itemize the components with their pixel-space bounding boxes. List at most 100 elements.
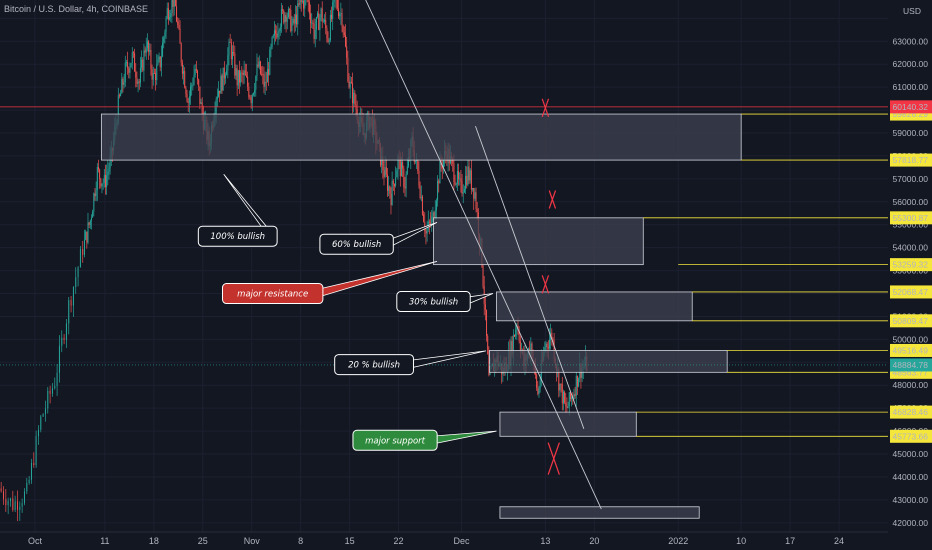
- zone-4[interactable]: [489, 350, 728, 373]
- y-tick-label: 42000.00: [893, 518, 929, 528]
- candle-body: [180, 43, 182, 63]
- candle-body: [79, 249, 81, 268]
- candle-body: [463, 189, 465, 193]
- candle-body: [241, 72, 243, 74]
- candle-body: [467, 166, 469, 185]
- candle-body: [218, 90, 220, 97]
- candle-body: [298, 3, 300, 5]
- candle-body: [173, 0, 175, 7]
- zone-3[interactable]: [496, 291, 693, 322]
- candle-body: [512, 335, 514, 355]
- candle-body: [150, 50, 152, 70]
- notes[interactable]: 100% bullish 60% bullish major resistance 3…: [197, 174, 497, 451]
- candle-body: [474, 192, 476, 199]
- x-mark[interactable]: [541, 98, 550, 117]
- zone-5[interactable]: [499, 411, 637, 437]
- candle-body: [127, 61, 129, 69]
- x-marks[interactable]: [541, 98, 560, 475]
- candle-body: [156, 64, 158, 81]
- candle-body: [273, 30, 275, 36]
- candle-body: [551, 332, 553, 340]
- x-mark[interactable]: [548, 190, 557, 209]
- candle-body: [197, 70, 199, 80]
- y-tick-label: 63000.00: [893, 36, 929, 46]
- candle-body: [469, 170, 471, 181]
- candle-body: [399, 157, 401, 177]
- note-text: major resistance: [237, 290, 308, 300]
- candle-body: [177, 21, 179, 25]
- candle-body: [332, 2, 334, 19]
- candle-body: [292, 18, 294, 24]
- candle-body: [383, 170, 385, 177]
- candle-body: [460, 178, 462, 182]
- candle-body: [346, 46, 348, 58]
- candle-body: [223, 67, 225, 79]
- candle-body: [279, 26, 281, 31]
- note-dark[interactable]: 60% bullish: [319, 222, 438, 255]
- x-tick-label: Oct: [28, 536, 43, 546]
- candle-body: [442, 159, 444, 169]
- note-dark[interactable]: 30% bullish: [396, 291, 494, 313]
- x-tick-label: 2022: [668, 536, 688, 546]
- candle-body: [470, 170, 472, 190]
- candle-body: [184, 71, 186, 88]
- candle-body: [142, 59, 144, 71]
- candle-body: [251, 94, 253, 104]
- candle-body: [92, 211, 94, 218]
- zone-6[interactable]: [499, 506, 700, 519]
- zones[interactable]: [100, 113, 742, 519]
- note-red[interactable]: major resistance: [221, 261, 438, 305]
- candle-body: [560, 383, 562, 385]
- candle-body: [7, 500, 9, 506]
- candle-body: [454, 181, 456, 185]
- candle-body: [545, 343, 547, 348]
- candle-body: [58, 345, 60, 373]
- candle-body: [317, 13, 319, 18]
- candle-body: [581, 368, 583, 378]
- candle-body: [564, 391, 566, 403]
- candle-body: [488, 353, 490, 376]
- candle-body: [94, 193, 96, 197]
- candle-body: [345, 34, 347, 47]
- zone-1[interactable]: [100, 113, 742, 161]
- trend-line[interactable]: [475, 125, 585, 429]
- note-green[interactable]: major support: [352, 429, 497, 451]
- candle-body: [319, 17, 321, 30]
- candle-body: [270, 46, 272, 50]
- candle-body: [83, 239, 85, 255]
- candle-body: [515, 329, 517, 337]
- note-dark[interactable]: 100% bullish: [197, 174, 278, 247]
- note-box: [396, 291, 471, 313]
- zone-2[interactable]: [433, 217, 644, 266]
- candle-body: [248, 86, 250, 97]
- candle-body: [242, 72, 244, 76]
- candle-body: [108, 168, 110, 172]
- candle-body: [397, 156, 399, 171]
- candle-body: [280, 9, 282, 27]
- note-dark[interactable]: 20 % bullish: [334, 350, 487, 376]
- trend-line[interactable]: [364, 0, 602, 510]
- candle-body: [160, 56, 162, 68]
- candle-body: [472, 188, 474, 190]
- candle-body: [219, 90, 221, 94]
- level-price-label-bg: [890, 405, 932, 419]
- trend-lines[interactable]: [364, 0, 602, 510]
- x-mark[interactable]: [547, 442, 560, 475]
- y-axis[interactable]: USD42000.0043000.0044000.0045000.0046000…: [888, 0, 932, 550]
- level-price-label-bg: [890, 285, 932, 299]
- note-text: 60% bullish: [332, 240, 381, 250]
- candle-body: [226, 70, 228, 76]
- level-price-label: 48563.77: [893, 367, 929, 377]
- level-price-label: 52068.47: [893, 287, 929, 297]
- candle-body: [304, 0, 306, 9]
- candle-body: [220, 75, 222, 94]
- candle-body: [264, 81, 266, 87]
- x-axis[interactable]: Oct 11 18 25 Nov 8 15 22 Dec 13 20 2022 10 17 24: [0, 531, 932, 550]
- x-tick-label: 8: [298, 536, 303, 546]
- levels[interactable]: [0, 106, 888, 437]
- candle-body: [518, 330, 520, 342]
- current-price-label-bg: [890, 358, 932, 372]
- x-mark[interactable]: [541, 275, 550, 294]
- candle-body: [310, 13, 312, 24]
